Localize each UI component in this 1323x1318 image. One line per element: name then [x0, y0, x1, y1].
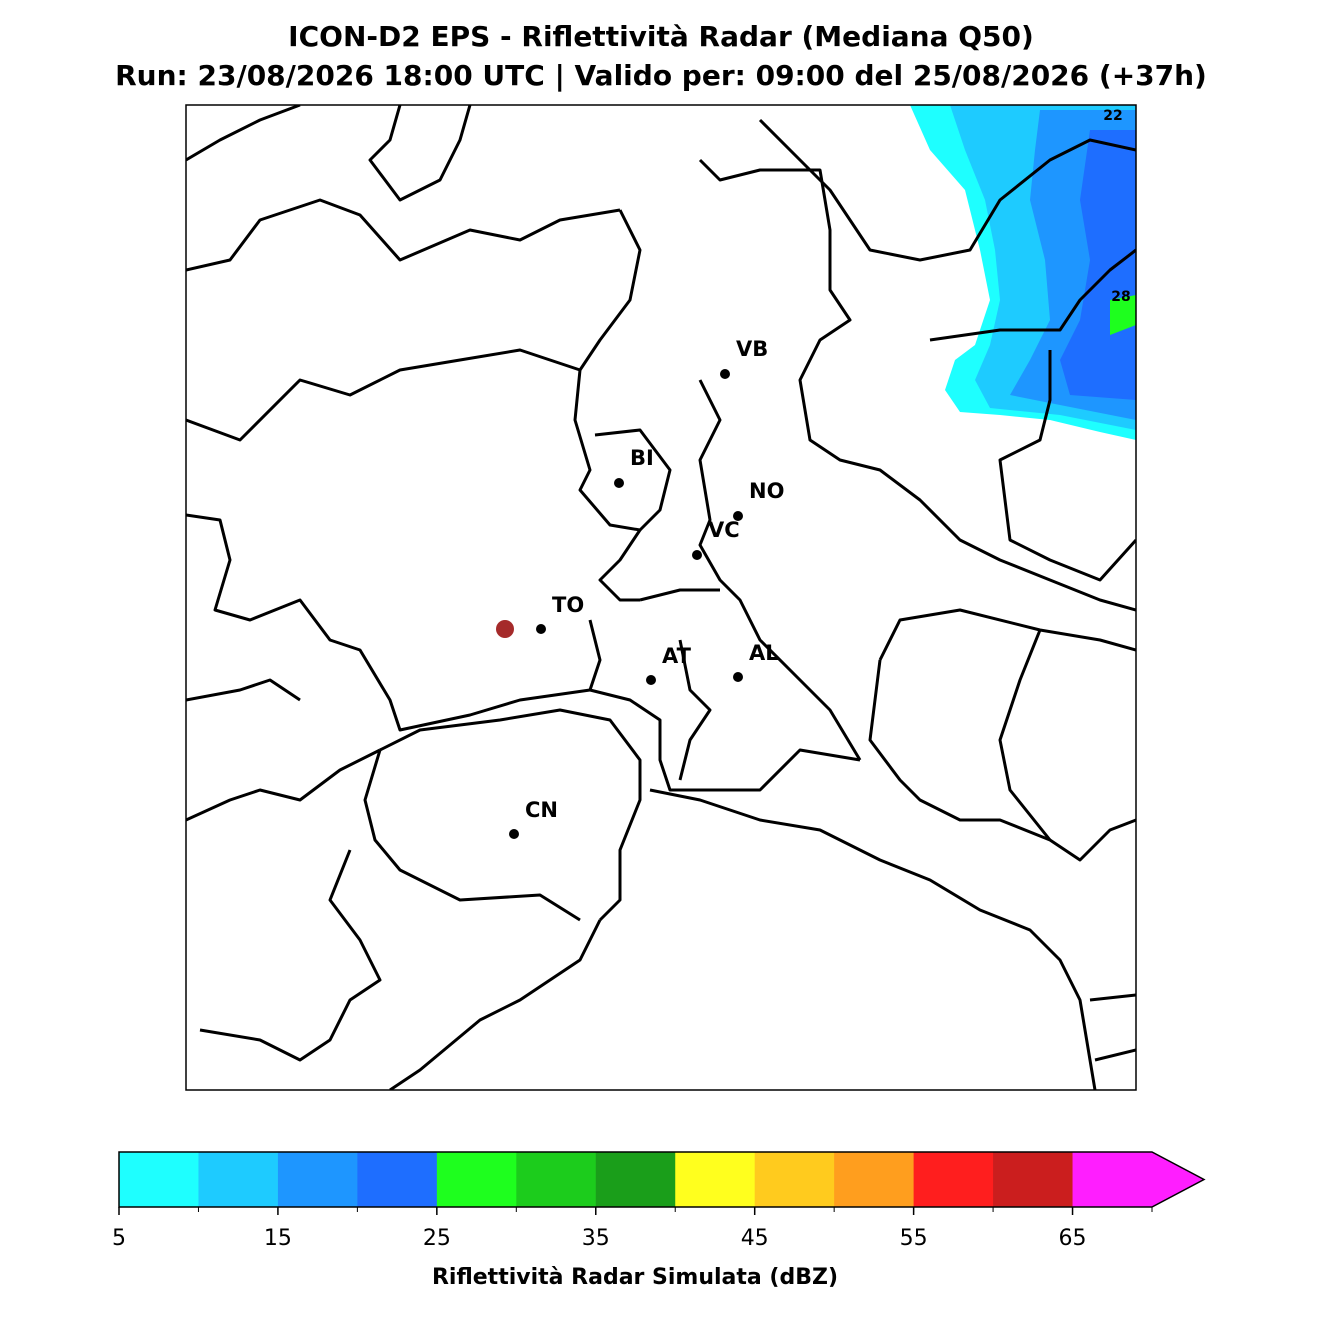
contour-label: 22	[1103, 108, 1122, 124]
colorbar-tick-label: 5	[112, 1226, 126, 1251]
colorbar-tick-label: 55	[900, 1226, 928, 1251]
radar-area	[1110, 295, 1136, 335]
colorbar-segment	[277, 1152, 358, 1207]
border	[186, 748, 381, 822]
city-label: BI	[630, 446, 654, 470]
colorbar-segment	[754, 1152, 835, 1207]
title: ICON-D2 EPS - Riflettività Radar (Median…	[288, 20, 1034, 53]
city-dot	[536, 624, 546, 634]
map: 22 28	[186, 105, 1136, 1090]
border	[698, 379, 862, 761]
coastline	[649, 788, 1097, 1090]
city-dot	[509, 829, 519, 839]
border	[186, 513, 591, 732]
border	[678, 639, 712, 781]
border	[639, 588, 720, 602]
city-label: AT	[662, 644, 692, 668]
coastline	[389, 919, 602, 1090]
city-label: CN	[525, 798, 558, 822]
colorbar-segment	[675, 1152, 756, 1207]
city-dot	[646, 675, 656, 685]
cities: VB BI NO VC TO AT AL CN	[509, 337, 784, 839]
border	[379, 708, 642, 922]
border	[578, 209, 642, 371]
colorbar-segment	[834, 1152, 915, 1207]
colorbar: 5 15 25 35 45 55 65	[112, 1151, 1206, 1251]
city-label: NO	[749, 479, 784, 503]
colorbar-tick-label: 25	[423, 1226, 451, 1251]
city-dot	[614, 478, 624, 488]
city-label: VC	[708, 518, 740, 542]
colorbar-tick-label: 65	[1059, 1226, 1087, 1251]
colorbar-segment	[595, 1152, 676, 1207]
colorbar-tick-label: 35	[582, 1226, 610, 1251]
border	[868, 659, 1136, 862]
city-dot	[720, 369, 730, 379]
colorbar-tick-label: 45	[741, 1226, 769, 1251]
city-dot	[733, 672, 743, 682]
border	[186, 678, 301, 702]
city-dot	[733, 511, 743, 521]
colorbar-segment	[119, 1152, 199, 1207]
location-marker	[496, 620, 514, 638]
map-frame	[185, 104, 1137, 1091]
border	[594, 428, 672, 532]
border	[186, 348, 581, 442]
border	[199, 849, 382, 1062]
border	[998, 629, 1052, 841]
colorbar-tick-label: 15	[264, 1226, 292, 1251]
contour-label: 28	[1111, 289, 1130, 305]
border	[186, 198, 621, 272]
colorbar-segment	[357, 1152, 438, 1207]
border	[998, 350, 1136, 582]
border	[758, 118, 1136, 262]
border	[1089, 993, 1136, 1062]
colorbar-segment	[993, 1152, 1074, 1207]
colorbar-segment	[436, 1152, 517, 1207]
border	[929, 248, 1136, 342]
city-label: AL	[749, 641, 779, 665]
colorbar-segment	[1072, 1152, 1204, 1207]
border	[588, 619, 861, 792]
city-label: TO	[552, 593, 584, 617]
city-label: VB	[736, 337, 768, 361]
border	[573, 369, 642, 602]
radar-area	[1060, 130, 1136, 400]
colorbar-label: Riflettività Radar Simulata (dBZ)	[432, 1265, 838, 1290]
colorbar-outline	[118, 1151, 1206, 1208]
colorbar-segment	[198, 1152, 279, 1207]
border	[368, 105, 472, 202]
subtitle: Run: 23/08/2026 18:00 UTC | Valido per: …	[115, 59, 1207, 92]
border	[363, 749, 581, 922]
city-dot	[692, 550, 702, 560]
colorbar-segment	[516, 1152, 597, 1207]
border	[878, 608, 1136, 661]
colorbar-segment	[913, 1152, 994, 1207]
border	[186, 105, 301, 162]
